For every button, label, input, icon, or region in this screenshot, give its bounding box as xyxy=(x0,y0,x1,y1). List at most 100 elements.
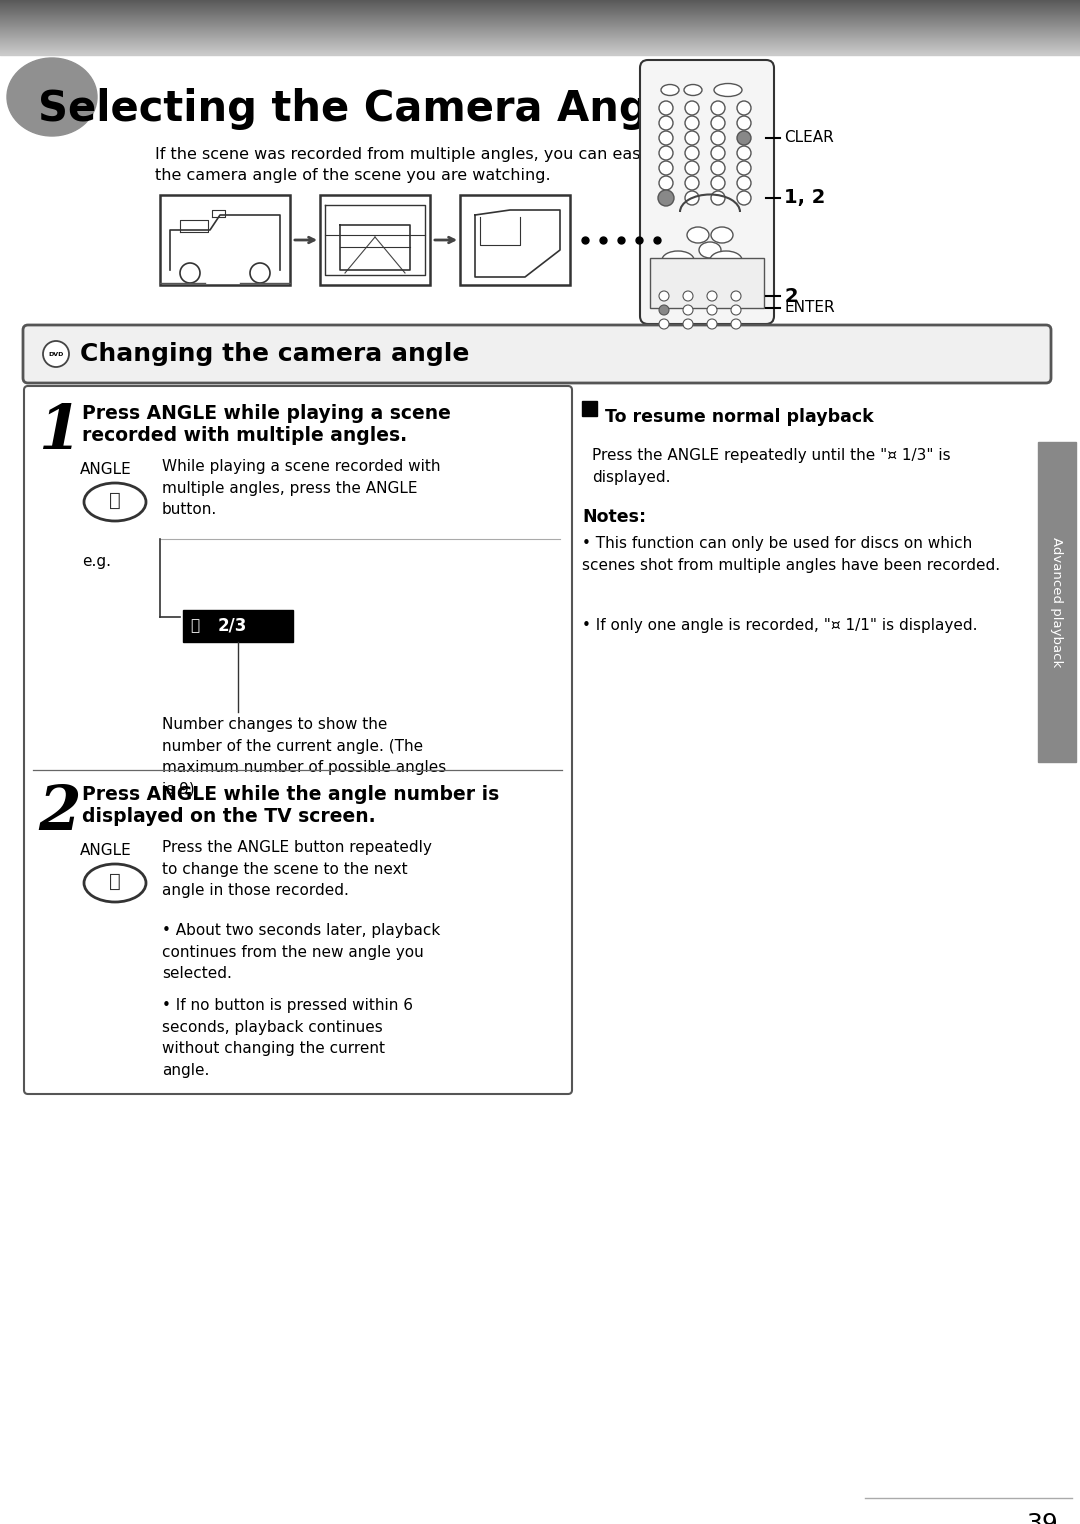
Text: Press the ANGLE button repeatedly
to change the scene to the next
angle in those: Press the ANGLE button repeatedly to cha… xyxy=(162,840,432,898)
Circle shape xyxy=(711,162,725,175)
Text: Advanced playback: Advanced playback xyxy=(1051,536,1064,668)
Circle shape xyxy=(659,319,669,329)
Circle shape xyxy=(659,116,673,130)
Circle shape xyxy=(737,131,751,145)
Text: 2/3: 2/3 xyxy=(218,617,247,636)
Circle shape xyxy=(711,116,725,130)
Text: ANGLE: ANGLE xyxy=(80,843,132,858)
Text: Changing the camera angle: Changing the camera angle xyxy=(80,341,470,366)
Text: Press the ANGLE repeatedly until the "¤ 1/3" is: Press the ANGLE repeatedly until the "¤ … xyxy=(592,448,950,463)
FancyBboxPatch shape xyxy=(160,195,291,285)
Circle shape xyxy=(659,291,669,302)
Circle shape xyxy=(711,131,725,145)
Circle shape xyxy=(659,305,669,315)
Text: the camera angle of the scene you are watching.: the camera angle of the scene you are wa… xyxy=(156,168,551,183)
FancyBboxPatch shape xyxy=(640,59,774,325)
Ellipse shape xyxy=(710,251,742,270)
Text: • About two seconds later, playback
continues from the new angle you
selected.: • About two seconds later, playback cont… xyxy=(162,924,441,981)
Circle shape xyxy=(659,146,673,160)
Ellipse shape xyxy=(84,483,146,521)
Text: • If only one angle is recorded, "¤ 1/1" is displayed.: • If only one angle is recorded, "¤ 1/1"… xyxy=(582,619,977,632)
Bar xyxy=(582,401,597,416)
Ellipse shape xyxy=(84,864,146,902)
Text: Press ANGLE while the angle number is: Press ANGLE while the angle number is xyxy=(82,785,499,805)
Bar xyxy=(1038,442,1076,762)
Ellipse shape xyxy=(687,227,708,242)
FancyBboxPatch shape xyxy=(24,386,572,1094)
Circle shape xyxy=(737,101,751,114)
Text: ANGLE: ANGLE xyxy=(80,462,132,477)
Ellipse shape xyxy=(6,58,97,136)
Text: DVD: DVD xyxy=(49,352,64,357)
Text: 39: 39 xyxy=(1026,1512,1058,1524)
Text: displayed on the TV screen.: displayed on the TV screen. xyxy=(82,808,376,826)
Circle shape xyxy=(659,131,673,145)
Circle shape xyxy=(711,175,725,190)
Text: Selecting the Camera Angle: Selecting the Camera Angle xyxy=(38,88,691,130)
Text: To resume normal playback: To resume normal playback xyxy=(605,408,874,427)
Text: 📹: 📹 xyxy=(109,491,121,509)
Ellipse shape xyxy=(684,84,702,96)
Circle shape xyxy=(685,162,699,175)
Ellipse shape xyxy=(661,84,679,96)
Circle shape xyxy=(658,190,674,206)
Circle shape xyxy=(659,101,673,114)
Circle shape xyxy=(683,291,693,302)
Circle shape xyxy=(685,175,699,190)
Ellipse shape xyxy=(711,227,733,242)
Text: CLEAR: CLEAR xyxy=(784,131,834,145)
Text: Press ANGLE while playing a scene: Press ANGLE while playing a scene xyxy=(82,404,450,424)
Circle shape xyxy=(707,305,717,315)
Circle shape xyxy=(685,190,699,206)
Circle shape xyxy=(731,291,741,302)
Text: 📹: 📹 xyxy=(190,619,199,634)
Circle shape xyxy=(683,305,693,315)
Text: While playing a scene recorded with
multiple angles, press the ANGLE
button.: While playing a scene recorded with mult… xyxy=(162,459,441,517)
Bar xyxy=(183,610,293,642)
FancyBboxPatch shape xyxy=(320,195,430,285)
Circle shape xyxy=(685,131,699,145)
Text: If the scene was recorded from multiple angles, you can easily change: If the scene was recorded from multiple … xyxy=(156,146,724,162)
Text: • If no button is pressed within 6
seconds, playback continues
without changing : • If no button is pressed within 6 secon… xyxy=(162,998,413,1077)
Text: Number changes to show the
number of the current angle. (The
maximum number of p: Number changes to show the number of the… xyxy=(162,716,446,797)
Circle shape xyxy=(180,264,200,283)
Circle shape xyxy=(711,146,725,160)
Text: 1, 2: 1, 2 xyxy=(784,189,825,207)
Text: 📹: 📹 xyxy=(109,872,121,890)
Text: ENTER: ENTER xyxy=(784,300,835,315)
Circle shape xyxy=(685,116,699,130)
Ellipse shape xyxy=(699,242,721,258)
Circle shape xyxy=(731,319,741,329)
Circle shape xyxy=(711,190,725,206)
Circle shape xyxy=(731,305,741,315)
Text: recorded with multiple angles.: recorded with multiple angles. xyxy=(82,427,407,445)
Circle shape xyxy=(249,264,270,283)
Ellipse shape xyxy=(663,273,693,290)
Text: 2: 2 xyxy=(784,287,798,305)
Circle shape xyxy=(707,319,717,329)
Text: e.g.: e.g. xyxy=(82,555,111,568)
Circle shape xyxy=(685,101,699,114)
Circle shape xyxy=(737,190,751,206)
Circle shape xyxy=(659,175,673,190)
FancyBboxPatch shape xyxy=(460,195,570,285)
Text: 2: 2 xyxy=(38,783,81,843)
Text: 1: 1 xyxy=(38,402,81,462)
Ellipse shape xyxy=(711,273,741,290)
Text: displayed.: displayed. xyxy=(592,469,671,485)
Circle shape xyxy=(683,319,693,329)
Ellipse shape xyxy=(714,84,742,96)
FancyBboxPatch shape xyxy=(23,325,1051,383)
Circle shape xyxy=(737,175,751,190)
Circle shape xyxy=(685,146,699,160)
Text: • This function can only be used for discs on which
scenes shot from multiple an: • This function can only be used for dis… xyxy=(582,536,1000,573)
Text: Notes:: Notes: xyxy=(582,507,646,526)
Circle shape xyxy=(659,162,673,175)
Circle shape xyxy=(737,162,751,175)
Circle shape xyxy=(43,341,69,367)
Circle shape xyxy=(737,146,751,160)
Circle shape xyxy=(707,291,717,302)
Bar xyxy=(650,258,764,308)
Ellipse shape xyxy=(662,251,694,270)
Circle shape xyxy=(711,101,725,114)
